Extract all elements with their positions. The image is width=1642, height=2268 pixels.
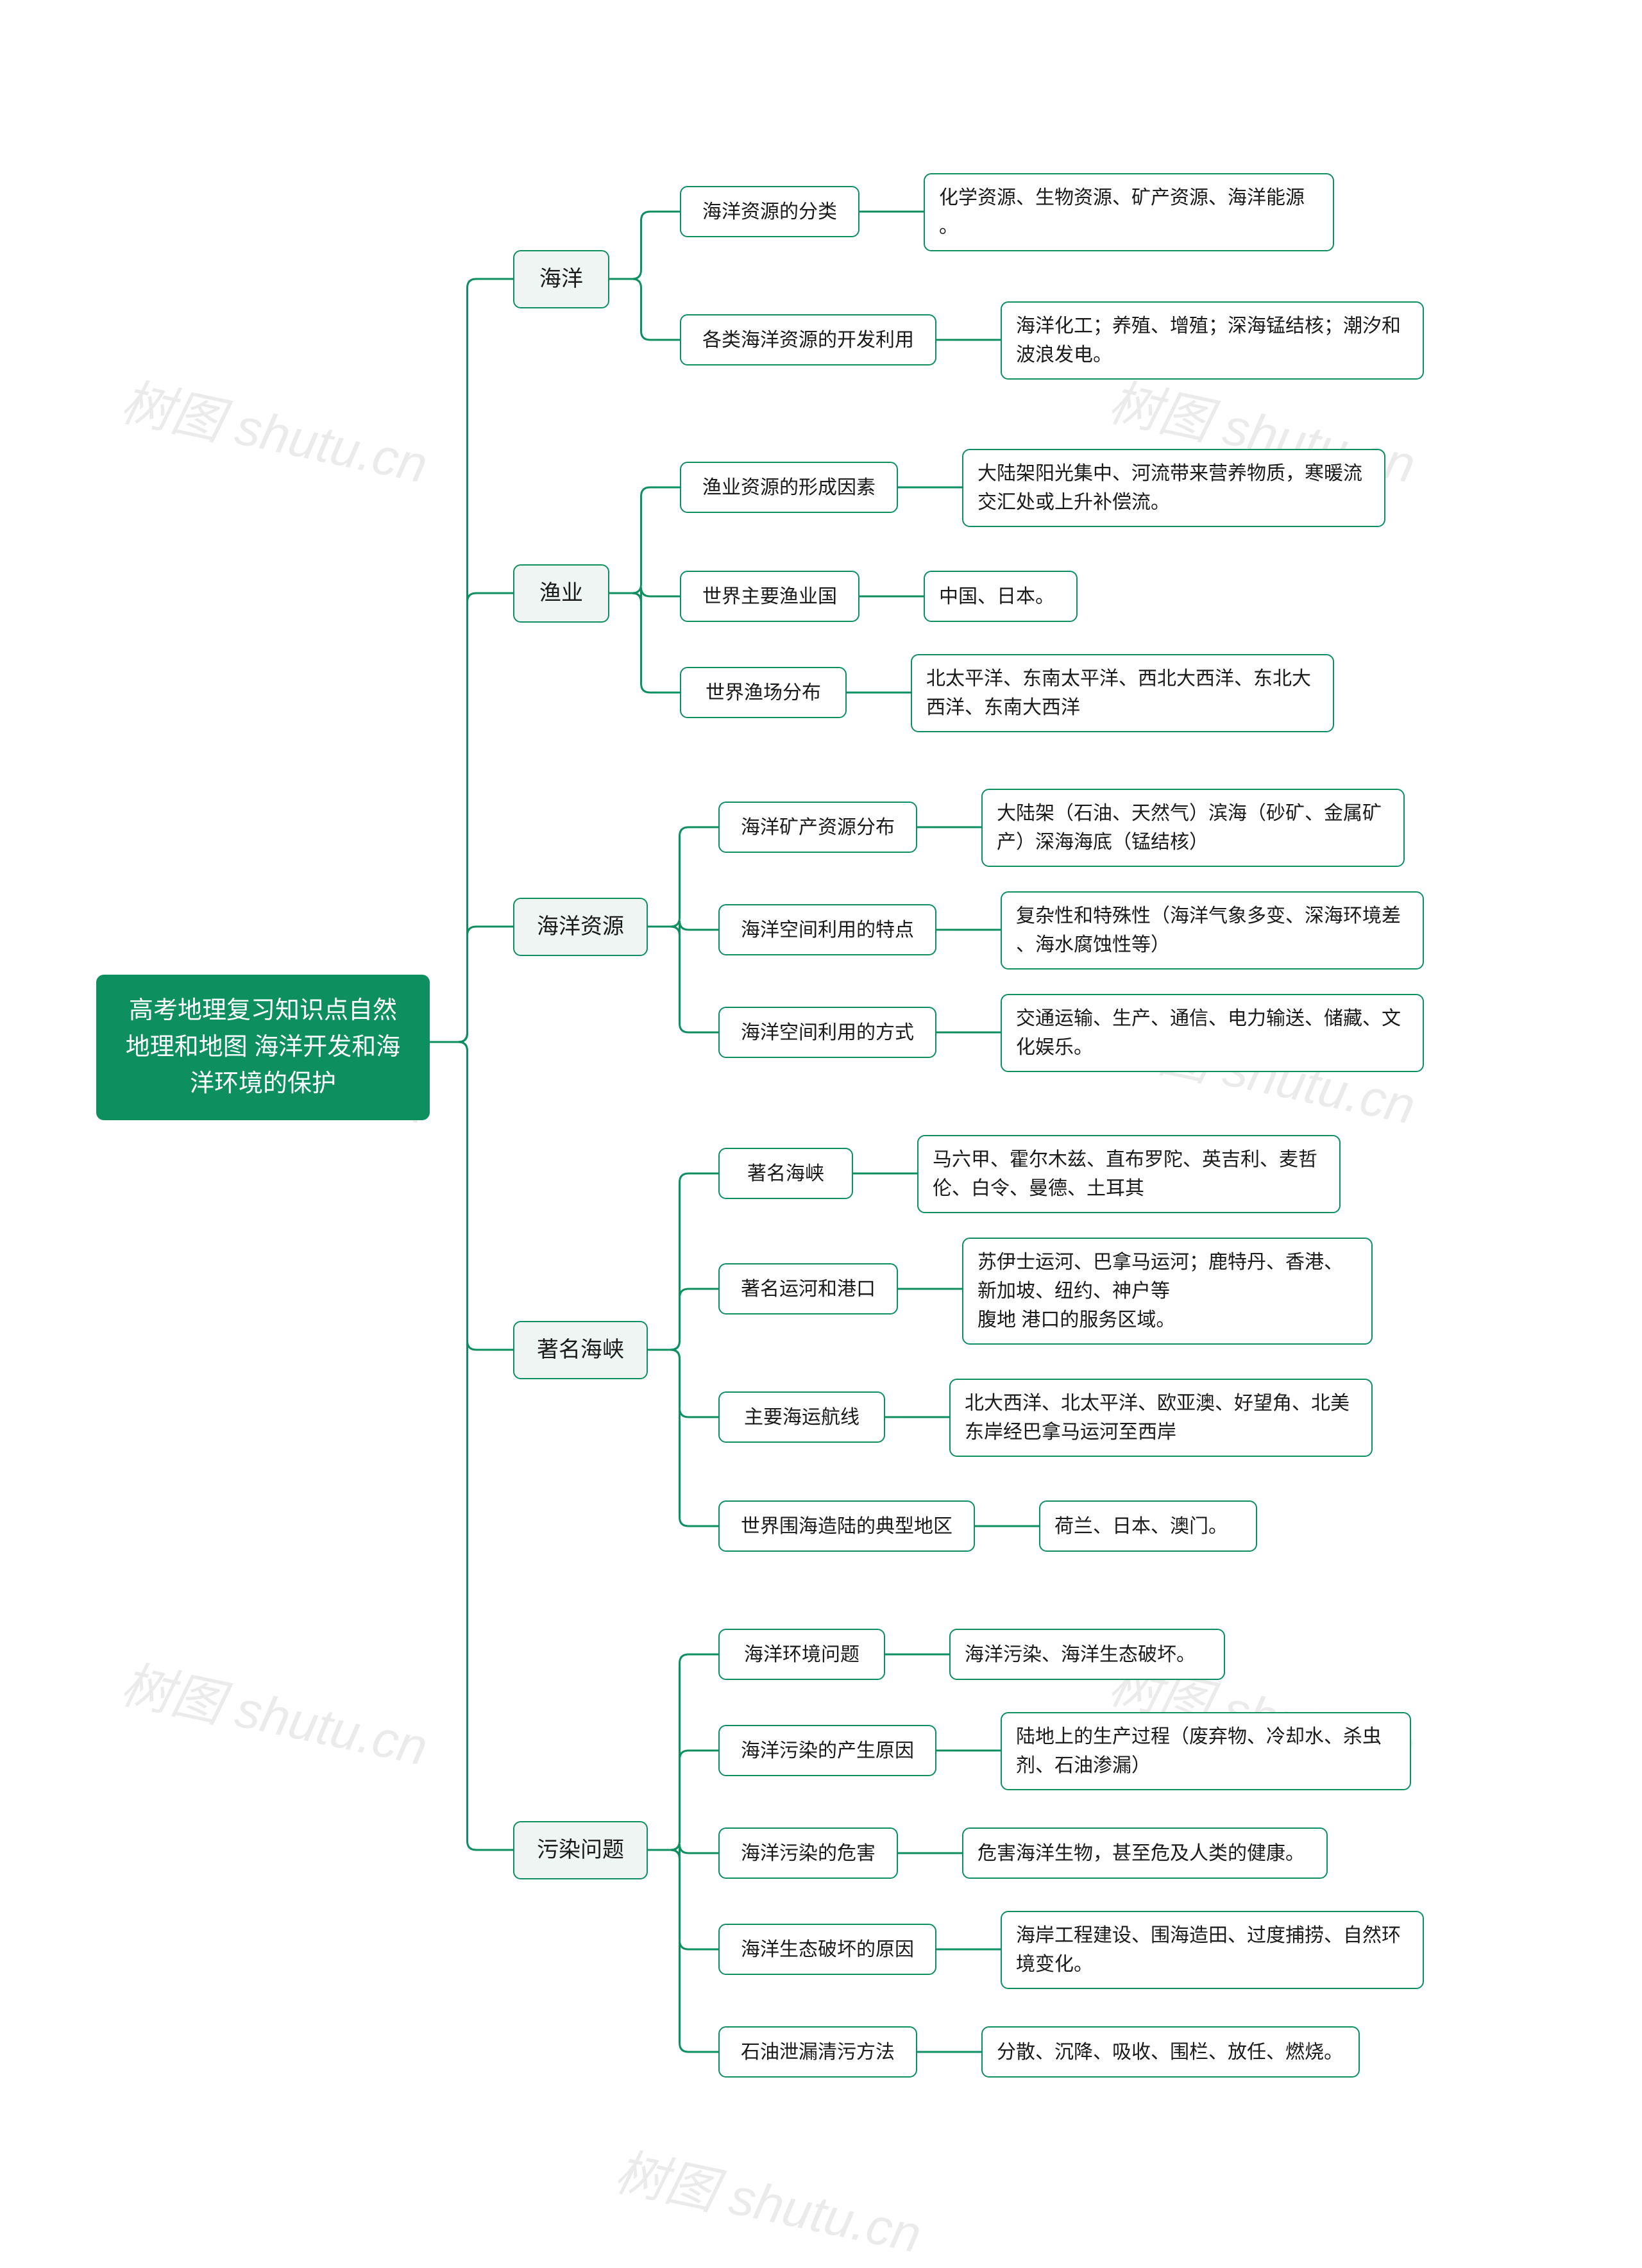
connector <box>609 587 680 602</box>
leaf-node: 交通运输、生产、通信、电力输送、储藏、文化娱乐。 <box>1001 994 1424 1072</box>
leaf-node: 海洋污染、海洋生态破坏。 <box>949 1629 1225 1680</box>
connector <box>648 927 718 1032</box>
connector <box>648 1850 718 2052</box>
mid-node: 石油泄漏清污方法 <box>718 2026 917 2078</box>
leaf-node: 大陆架（石油、天然气）滨海（砂矿、金属矿产）深海海底（锰结核） <box>981 789 1405 867</box>
mid-node: 主要海运航线 <box>718 1391 885 1443</box>
connector <box>648 827 718 927</box>
mid-node: 海洋生态破坏的原因 <box>718 1924 936 1975</box>
connector <box>648 921 718 936</box>
leaf-node: 海洋化工；养殖、增殖；深海锰结核；潮汐和波浪发电。 <box>1001 301 1424 380</box>
leaf-node: 陆地上的生产过程（废弃物、冷却水、杀虫剂、石油渗漏） <box>1001 1712 1411 1790</box>
watermark: 树图 shutu.cn <box>115 361 435 498</box>
mid-node: 渔业资源的形成因素 <box>680 462 898 513</box>
connector <box>648 1173 718 1350</box>
branch-node: 海洋 <box>513 250 609 308</box>
leaf-node: 化学资源、生物资源、矿产资源、海洋能源。 <box>924 173 1334 251</box>
leaf-node: 大陆架阳光集中、河流带来营养物质，寒暖流交汇处或上升补偿流。 <box>962 449 1385 527</box>
mid-node: 海洋污染的产生原因 <box>718 1725 936 1776</box>
mid-node: 世界主要渔业国 <box>680 571 859 622</box>
branch-node: 著名海峡 <box>513 1321 648 1379</box>
connector <box>609 487 680 593</box>
connector <box>648 1850 718 1949</box>
leaf-node: 马六甲、霍尔木兹、直布罗陀、英吉利、麦哲伦、白令、曼德、土耳其 <box>917 1135 1341 1213</box>
mid-node: 海洋环境问题 <box>718 1629 885 1680</box>
root-node: 高考地理复习知识点自然地理和地图 海洋开发和海洋环境的保护 <box>96 975 430 1120</box>
connector <box>648 1350 718 1526</box>
leaf-node: 海岸工程建设、围海造田、过度捕捞、自然环境变化。 <box>1001 1911 1424 1989</box>
leaf-node: 分散、沉降、吸收、围栏、放任、燃烧。 <box>981 2026 1360 2078</box>
connector <box>430 279 513 1042</box>
mid-node: 著名运河和港口 <box>718 1263 898 1315</box>
leaf-node: 危害海洋生物，甚至危及人类的健康。 <box>962 1827 1328 1879</box>
watermark: 树图 shutu.cn <box>115 1643 435 1781</box>
branch-node: 渔业 <box>513 564 609 623</box>
leaf-node: 苏伊士运河、巴拿马运河；鹿特丹、香港、新加坡、纽约、神户等腹地 港口的服务区域。 <box>962 1238 1373 1345</box>
connector <box>648 1844 718 1859</box>
connector <box>430 593 513 1042</box>
watermark: 树图 shutu.cn <box>609 2131 929 2268</box>
mid-node: 世界围海造陆的典型地区 <box>718 1500 975 1552</box>
connector <box>609 593 680 693</box>
connector <box>648 1654 718 1850</box>
leaf-node: 北大西洋、北太平洋、欧亚澳、好望角、北美东岸经巴拿马运河至西岸 <box>949 1379 1373 1457</box>
mid-node: 世界渔场分布 <box>680 667 847 718</box>
mid-node: 各类海洋资源的开发利用 <box>680 314 936 365</box>
connector <box>648 1751 718 1850</box>
mid-node: 海洋污染的危害 <box>718 1827 898 1879</box>
connector <box>609 279 680 340</box>
leaf-node: 荷兰、日本、澳门。 <box>1039 1500 1257 1552</box>
connector <box>648 1350 718 1417</box>
branch-node: 海洋资源 <box>513 898 648 956</box>
leaf-node: 中国、日本。 <box>924 571 1078 622</box>
mid-node: 海洋空间利用的特点 <box>718 904 936 955</box>
connector <box>430 1042 513 1350</box>
connector <box>430 927 513 1042</box>
mid-node: 海洋空间利用的方式 <box>718 1007 936 1058</box>
connector <box>648 1289 718 1350</box>
mid-node: 海洋矿产资源分布 <box>718 802 917 853</box>
connector <box>430 1042 513 1850</box>
mid-node: 海洋资源的分类 <box>680 186 859 237</box>
branch-node: 污染问题 <box>513 1821 648 1879</box>
mid-node: 著名海峡 <box>718 1148 853 1199</box>
leaf-node: 北太平洋、东南太平洋、西北大西洋、东北大西洋、东南大西洋 <box>911 654 1334 732</box>
leaf-node: 复杂性和特殊性（海洋气象多变、深海环境差、海水腐蚀性等） <box>1001 891 1424 970</box>
connector <box>609 212 680 279</box>
